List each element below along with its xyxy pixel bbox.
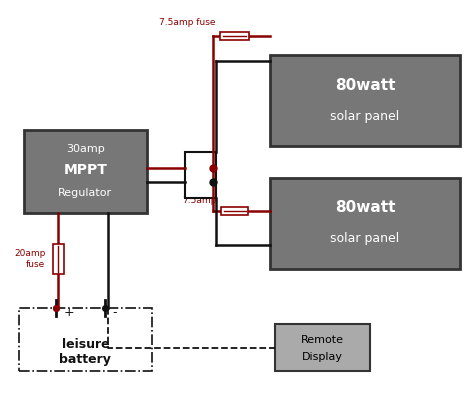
Text: Regulator: Regulator <box>58 188 112 198</box>
Bar <box>53 244 64 274</box>
Bar <box>221 207 248 215</box>
Text: 7.5amp: 7.5amp <box>182 196 217 205</box>
Bar <box>19 308 152 371</box>
Text: Display: Display <box>302 352 343 362</box>
Text: 80watt: 80watt <box>335 200 395 215</box>
Text: Remote: Remote <box>301 335 344 344</box>
Text: 80watt: 80watt <box>335 78 395 93</box>
Bar <box>24 130 147 213</box>
Text: solar panel: solar panel <box>330 232 400 245</box>
Bar <box>275 324 370 371</box>
Text: 30amp: 30amp <box>66 144 105 154</box>
Bar <box>185 152 216 198</box>
Text: -: - <box>112 306 117 318</box>
Text: 7.5amp fuse: 7.5amp fuse <box>159 18 216 27</box>
Bar <box>270 178 460 269</box>
Text: leisure: leisure <box>62 338 109 351</box>
Bar <box>220 32 249 40</box>
Text: MPPT: MPPT <box>64 163 107 177</box>
Text: solar panel: solar panel <box>330 110 400 123</box>
Bar <box>270 55 460 146</box>
Text: 20amp
fuse: 20amp fuse <box>14 249 46 269</box>
Text: battery: battery <box>59 354 111 367</box>
Text: +: + <box>63 306 74 318</box>
